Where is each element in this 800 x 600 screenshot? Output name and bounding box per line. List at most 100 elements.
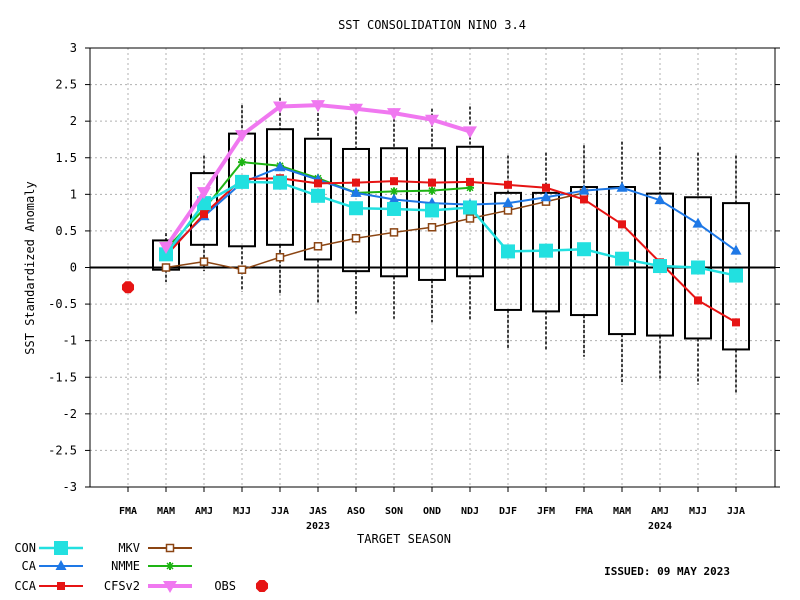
x-tick-label: MJJ <box>689 506 707 517</box>
series-lines <box>121 100 743 327</box>
series-cfsv2-point <box>387 108 401 121</box>
series-mkv-line <box>165 192 585 271</box>
star-stroke <box>390 187 398 195</box>
series-cca-point <box>466 177 474 186</box>
box-body <box>722 202 750 351</box>
star-stroke <box>166 562 174 570</box>
legend-item-con: CON <box>14 541 83 555</box>
legend-swatch-marker <box>55 560 67 570</box>
legend: CON CA CCA MKV NMME CFSv2 OBS <box>14 541 269 593</box>
series-con-point <box>311 188 325 203</box>
box-body <box>418 147 446 281</box>
series-ca-line <box>165 166 737 254</box>
legend-item-obs: OBS <box>214 579 269 593</box>
legend-item-cfsv2: CFSv2 <box>104 579 192 593</box>
year-label: 2024 <box>648 521 672 532</box>
series-con-point <box>349 201 363 216</box>
legend-label: OBS <box>214 579 236 593</box>
legend-swatch-marker <box>54 541 68 555</box>
legend-swatch-marker <box>166 562 174 570</box>
y-tick-label: -2 <box>63 407 77 421</box>
x-tick-label: AMJ <box>195 506 213 517</box>
series-con-point <box>729 268 743 283</box>
x-axis: FMA MAM AMJ MJJ JJA JAS ASO SON OND NDJ DJF JFM FMA M… <box>119 487 745 532</box>
legend-item-mkv: MKV <box>118 541 192 555</box>
y-tick-label: -3 <box>63 480 77 494</box>
x-tick-label: OND <box>423 506 441 517</box>
issued-date: ISSUED: 09 MAY 2023 <box>604 565 730 578</box>
series-mkv-point <box>427 223 437 232</box>
y-axis: 3 2.5 2 1.5 1 0.5 0 -0.5 -1 -1.5 -2 -2.5 -3 <box>48 41 780 494</box>
series-ca-point <box>654 194 666 205</box>
series-con-point <box>653 259 667 274</box>
series-mkv-point <box>503 206 513 215</box>
y-tick-label: -1.5 <box>48 370 77 384</box>
legend-label: NMME <box>111 559 140 573</box>
series-mkv-point <box>389 228 399 237</box>
legend-label: CON <box>14 541 36 555</box>
y-tick-label: 1 <box>70 187 77 201</box>
x-tick-label: MAM <box>157 506 175 517</box>
legend-label: CA <box>22 559 37 573</box>
series-cca-point <box>428 178 436 187</box>
legend-item-nmme: NMME <box>111 559 192 573</box>
series-cca-point <box>580 195 588 204</box>
x-tick-label: MJJ <box>233 506 251 517</box>
series-cca-point <box>200 210 208 219</box>
series-obs-point <box>121 281 135 294</box>
series-con-line <box>164 180 737 277</box>
series-con-point <box>425 203 439 218</box>
box-body <box>380 147 408 278</box>
series-mkv-point <box>161 263 171 272</box>
series-obs <box>121 281 135 294</box>
series-cca-point <box>542 183 550 192</box>
box-body <box>456 145 484 278</box>
legend-item-cca: CCA <box>14 579 83 593</box>
x-tick-label: JAS <box>309 506 327 517</box>
series-mkv-point <box>465 214 475 223</box>
series-cfsv2-point <box>197 187 211 200</box>
series-con-point <box>273 175 287 190</box>
series-con <box>159 174 743 283</box>
x-tick-label: JJA <box>727 506 745 517</box>
legend-label: CFSv2 <box>104 579 140 593</box>
series-mkv-point <box>199 257 209 266</box>
series-mkv-point <box>313 242 323 251</box>
legend-swatch-marker <box>255 579 269 593</box>
series-mkv-point <box>275 253 285 262</box>
legend-swatch-marker <box>163 581 177 593</box>
series-nmme-point <box>428 186 436 195</box>
series-con-point <box>159 247 173 262</box>
series-mkv-point <box>237 265 247 274</box>
series-cca-point <box>618 220 626 229</box>
legend-label: CCA <box>14 579 36 593</box>
y-tick-label: 3 <box>70 41 77 55</box>
y-tick-label: -1 <box>63 334 77 348</box>
series-cca-point <box>390 177 398 186</box>
year-label: 2023 <box>306 521 330 532</box>
star-stroke <box>428 187 436 195</box>
x-tick-label: FMA <box>575 506 593 517</box>
y-tick-label: 1.5 <box>55 151 77 165</box>
series-ca-point <box>540 191 552 202</box>
series-ca-point <box>730 244 742 255</box>
x-tick-label: FMA <box>119 506 137 517</box>
series-con-point <box>615 251 629 266</box>
series-cfsv2-point <box>349 103 363 116</box>
series-cfsv2 <box>159 100 477 255</box>
series-ca-point <box>616 181 628 192</box>
series-cfsv2-point <box>425 114 439 127</box>
legend-label: MKV <box>118 541 140 555</box>
series-cca-point <box>504 180 512 189</box>
series-ca-point <box>692 217 704 228</box>
series-con-point <box>387 201 401 216</box>
legend-swatch-marker <box>165 543 175 553</box>
series-mkv-point <box>351 233 361 243</box>
series-con-point <box>577 242 591 257</box>
series-cfsv2-point <box>311 100 325 113</box>
y-tick-label: 0 <box>70 261 77 275</box>
x-tick-label: JJA <box>271 506 289 517</box>
x-tick-label: ASO <box>347 506 365 517</box>
chart-title: SST CONSOLIDATION NINO 3.4 <box>338 18 526 32</box>
